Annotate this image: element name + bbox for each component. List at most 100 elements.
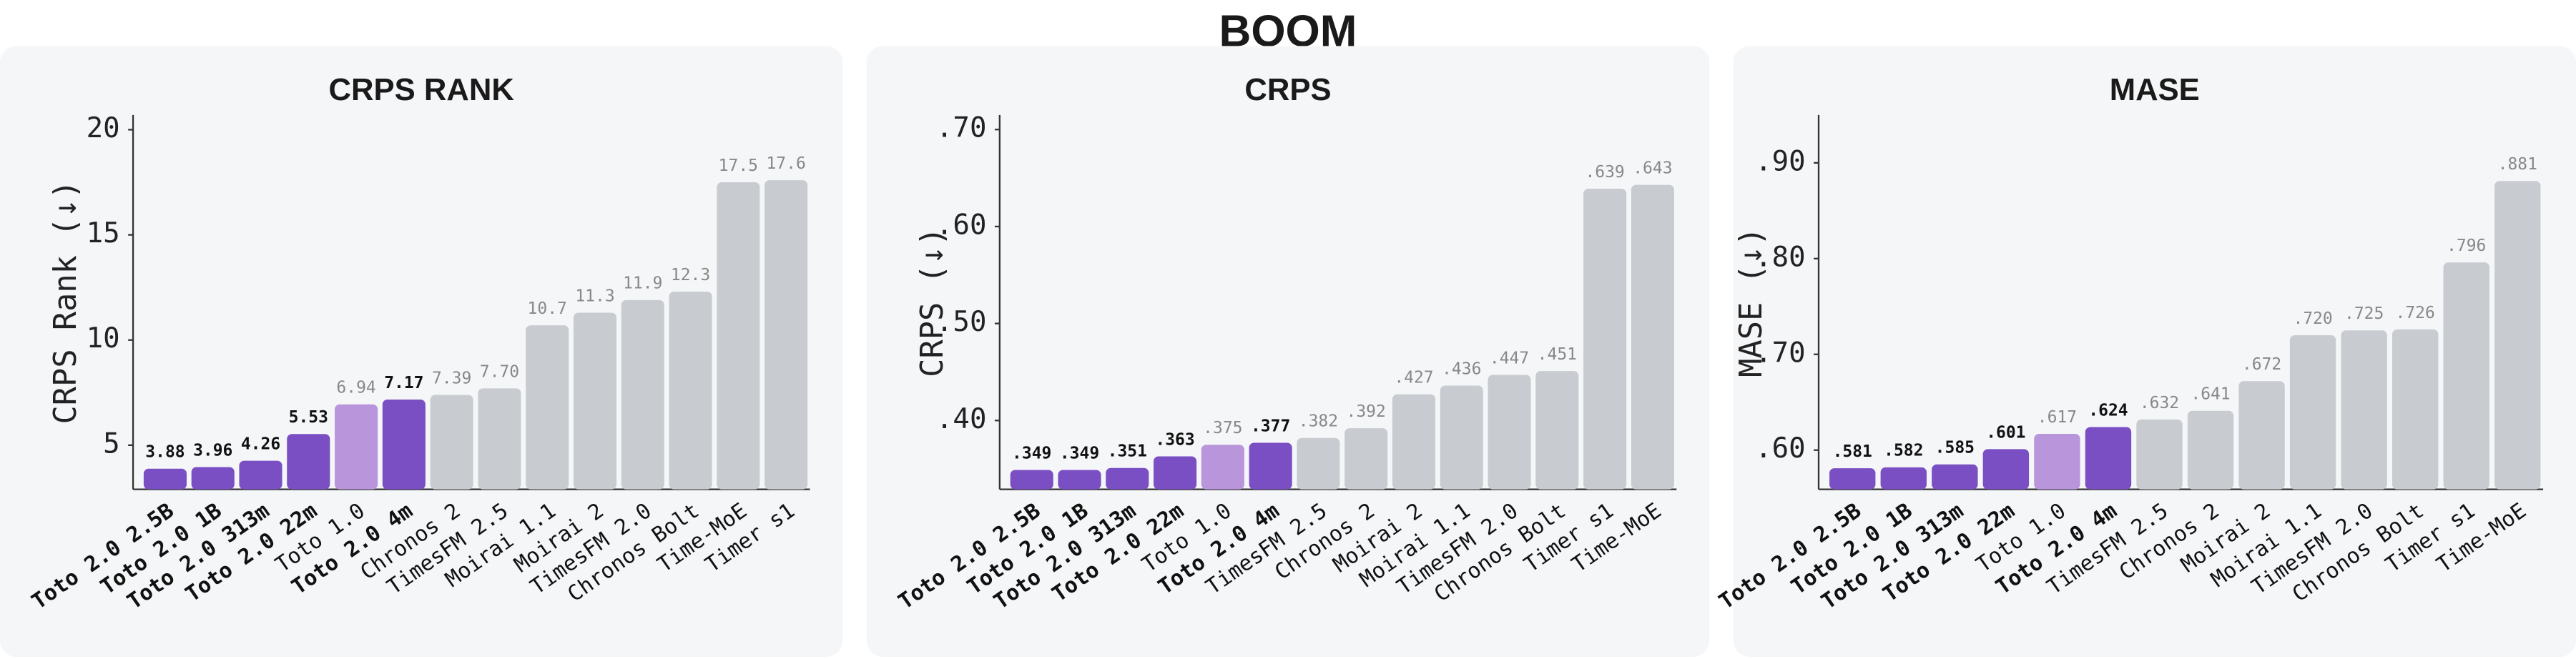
value-label: .643 [1633, 159, 1672, 177]
value-label: 17.5 [719, 157, 758, 175]
bar [2392, 329, 2439, 490]
value-label: .382 [1299, 412, 1338, 431]
bar [526, 325, 569, 490]
value-label: 10.7 [528, 299, 567, 318]
value-label: .672 [2242, 355, 2281, 374]
y-tick-label: .90 [1755, 145, 1806, 177]
bar [2034, 433, 2080, 490]
value-label: 3.88 [145, 443, 185, 462]
y-tick-label: 5 [103, 427, 120, 460]
bar [573, 312, 617, 490]
value-label: .392 [1347, 402, 1386, 421]
bar [382, 399, 426, 490]
bar [1010, 470, 1053, 490]
bar [1154, 456, 1197, 490]
y-tick-label: .50 [936, 306, 987, 338]
value-label: .349 [1012, 444, 1051, 462]
bar [2085, 427, 2132, 490]
y-tick-label: 20 [87, 112, 120, 144]
bar [1297, 437, 1340, 490]
value-label: .582 [1884, 442, 1923, 460]
bar [2187, 410, 2234, 490]
bar [478, 388, 521, 490]
value-label: 17.6 [766, 154, 805, 173]
value-label: .427 [1394, 369, 1433, 387]
bar [1932, 464, 1978, 490]
bar [1440, 385, 1483, 490]
y-tick-label: .60 [936, 209, 987, 241]
value-label: .585 [1935, 439, 1975, 457]
value-label: .796 [2447, 237, 2486, 255]
bar [765, 180, 808, 490]
bar [2136, 419, 2183, 490]
y-tick-label: .70 [936, 112, 987, 144]
value-label: .451 [1538, 345, 1577, 364]
bar [1880, 467, 1927, 490]
value-label: .601 [1986, 423, 2025, 442]
bar [2238, 381, 2285, 490]
y-axis-label: CRPS (↓) [914, 227, 950, 377]
y-tick-label: 15 [87, 217, 120, 249]
bar [1392, 394, 1436, 490]
value-label: 7.17 [384, 374, 423, 392]
value-label: 6.94 [336, 379, 375, 397]
value-label: 7.39 [432, 369, 471, 387]
value-label: .639 [1585, 163, 1624, 182]
bar [2289, 335, 2336, 490]
chart-title: CRPS [1244, 72, 1331, 107]
panel-background [1733, 46, 2576, 657]
y-axis-label: MASE (↓) [1733, 227, 1769, 377]
bar [1488, 375, 1531, 490]
bar [335, 404, 378, 490]
value-label: .363 [1155, 430, 1194, 449]
value-label: .881 [2498, 155, 2537, 174]
value-label: 11.3 [575, 287, 614, 305]
bar [287, 434, 330, 490]
chart-title: MASE [2110, 72, 2200, 107]
value-label: .436 [1442, 360, 1481, 378]
value-label: .375 [1203, 419, 1242, 437]
value-label: .351 [1108, 442, 1147, 461]
value-label: .632 [2140, 394, 2179, 412]
bar [1535, 371, 1579, 490]
bar [2341, 330, 2387, 490]
y-tick-label: .60 [1755, 432, 1806, 465]
value-label: .377 [1251, 417, 1290, 435]
bar [1249, 442, 1292, 490]
bar [1583, 188, 1627, 490]
bar [1106, 467, 1149, 490]
y-tick-label: 10 [87, 322, 120, 355]
bar [2443, 262, 2489, 490]
bar [143, 468, 187, 490]
y-tick-label: .80 [1755, 241, 1806, 273]
y-tick-label: .40 [936, 403, 987, 435]
value-label: .447 [1490, 349, 1529, 367]
value-label: 11.9 [623, 274, 662, 293]
value-label: 7.70 [480, 362, 519, 381]
value-label: .641 [2191, 385, 2230, 404]
chart-title: CRPS RANK [329, 72, 515, 107]
bar [621, 299, 664, 490]
bar [2494, 181, 2541, 490]
value-label: 4.26 [241, 435, 280, 454]
value-label: .349 [1060, 444, 1099, 462]
bar [1201, 445, 1244, 490]
panel-background [0, 46, 843, 657]
value-label: .617 [2037, 408, 2077, 427]
bar [1982, 449, 2030, 490]
bar [191, 467, 235, 490]
value-label: 3.96 [193, 441, 232, 460]
value-label: .581 [1833, 442, 1872, 461]
bar [1344, 428, 1388, 490]
value-label: .726 [2396, 304, 2435, 322]
value-label: .725 [2344, 304, 2384, 323]
y-axis-label: CRPS Rank (↓) [47, 180, 84, 424]
value-label: 12.3 [671, 266, 710, 284]
bar [430, 395, 473, 490]
bar [1631, 184, 1674, 490]
bar [1829, 468, 1876, 490]
value-label: .624 [2088, 401, 2128, 420]
